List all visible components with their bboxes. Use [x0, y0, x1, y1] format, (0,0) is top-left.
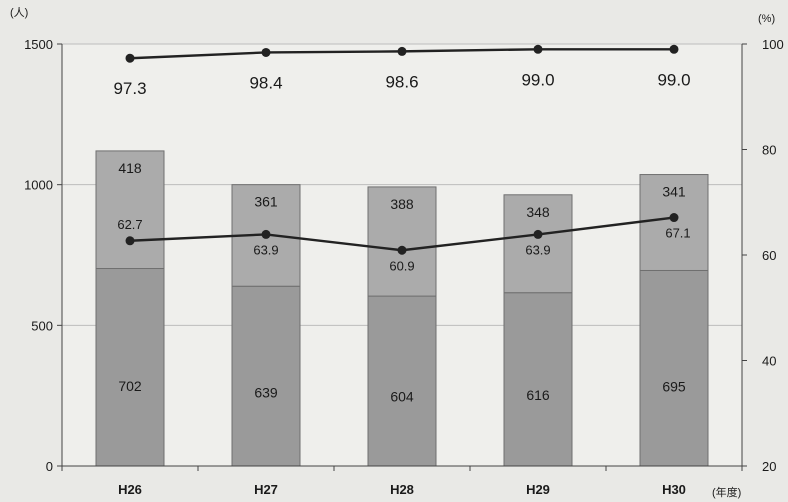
line-point — [669, 44, 679, 54]
bar-value-label: 616 — [526, 387, 550, 403]
left-axis-unit: (人) — [10, 6, 28, 19]
category-label: H30 — [662, 482, 686, 497]
bar-value-label: 639 — [254, 385, 278, 401]
left-tick-label: 1000 — [24, 178, 53, 193]
line-value-label: 63.9 — [253, 242, 278, 257]
category-label: H26 — [118, 482, 142, 497]
axes — [61, 44, 743, 467]
bar-segment — [503, 292, 573, 467]
right-tick-label: 60 — [762, 248, 776, 263]
right-tick-label: 100 — [762, 37, 784, 52]
line-point — [125, 236, 135, 246]
line-point — [261, 47, 271, 57]
line-point — [533, 44, 543, 54]
right-axis-unit: (%) — [758, 13, 775, 25]
bar-value-label: 695 — [662, 379, 686, 395]
left-tick-label: 1500 — [24, 37, 53, 52]
bar-value-label: 341 — [662, 184, 686, 200]
line-point — [397, 46, 407, 56]
bar-value-label: 702 — [118, 378, 142, 394]
bar-segment — [95, 268, 165, 467]
bar-segment — [367, 186, 437, 297]
line-value-label: 97.3 — [113, 79, 146, 98]
line-value-label: 99.0 — [521, 70, 554, 89]
line-point — [669, 213, 679, 223]
left-tick-label: 500 — [31, 318, 53, 333]
line-value-label: 63.9 — [525, 242, 550, 257]
line-value-label: 99.0 — [657, 70, 690, 89]
bar-value-label: 418 — [118, 160, 142, 176]
bar-segment — [639, 174, 709, 271]
line-point — [261, 229, 271, 239]
bar-segment — [367, 295, 437, 467]
lines — [125, 44, 679, 255]
bar-value-label: 348 — [526, 204, 550, 220]
bar-value-label: 388 — [390, 196, 414, 212]
bar-segment — [503, 194, 573, 294]
line-value-label: 67.1 — [665, 226, 690, 241]
line-value-label: 98.6 — [385, 72, 418, 91]
bar-value-label: 604 — [390, 388, 414, 404]
bar-segment — [95, 150, 165, 270]
category-label: H28 — [390, 482, 414, 497]
bar-segment — [231, 285, 301, 467]
line-point — [397, 245, 407, 255]
category-label: H29 — [526, 482, 550, 497]
line-value-label: 98.4 — [249, 73, 282, 92]
bars — [95, 150, 709, 467]
right-tick-label: 20 — [762, 459, 776, 474]
left-tick-label: 0 — [46, 459, 53, 474]
bar-segment — [639, 269, 709, 467]
category-label: H27 — [254, 482, 278, 497]
line-value-label: 60.9 — [389, 258, 414, 273]
line-point — [533, 229, 543, 239]
line-value-label: 62.7 — [117, 217, 142, 232]
right-tick-label: 40 — [762, 354, 776, 369]
line-point — [125, 53, 135, 63]
labels: 0 500 1000 1500 20 40 60 80 100 702 418 H26 639 361 H2… — [24, 37, 784, 497]
bar-value-label: 361 — [254, 194, 278, 210]
right-tick-label: 80 — [762, 143, 776, 158]
x-axis-unit: (年度) — [712, 485, 741, 499]
